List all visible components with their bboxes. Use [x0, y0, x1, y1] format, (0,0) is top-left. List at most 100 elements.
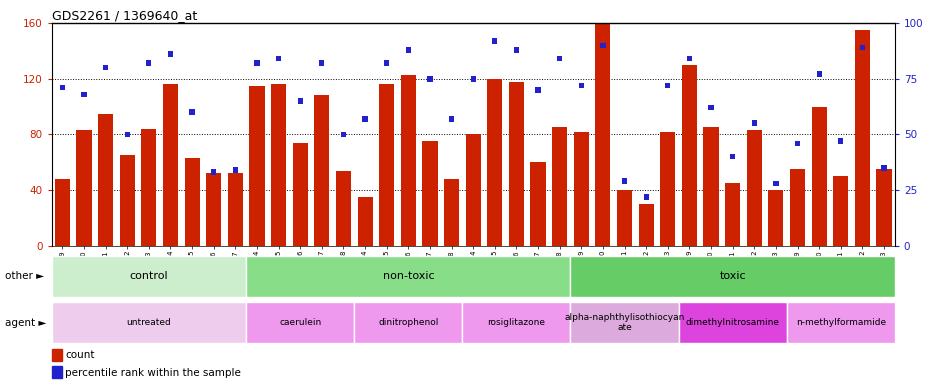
Bar — [81, 91, 86, 97]
Bar — [358, 197, 373, 246]
Text: n-methylformamide: n-methylformamide — [795, 318, 885, 327]
Bar — [98, 114, 113, 246]
Text: toxic: toxic — [719, 271, 745, 281]
Bar — [530, 162, 545, 246]
Bar — [570, 256, 894, 297]
Bar — [448, 116, 454, 122]
Text: untreated: untreated — [126, 318, 171, 327]
Bar — [246, 302, 354, 343]
Bar — [622, 179, 626, 184]
Bar — [51, 366, 62, 379]
Text: other ►: other ► — [5, 271, 44, 281]
Bar — [729, 154, 735, 159]
Bar — [881, 165, 885, 170]
Bar — [875, 169, 891, 246]
Bar — [551, 127, 566, 246]
Bar — [103, 65, 109, 70]
Bar — [811, 107, 826, 246]
Bar — [837, 138, 842, 144]
Bar — [665, 83, 670, 88]
Bar — [401, 74, 416, 246]
Bar — [335, 170, 351, 246]
Bar — [815, 71, 821, 77]
Bar — [444, 179, 459, 246]
Bar — [54, 179, 70, 246]
Bar — [643, 194, 648, 200]
Bar — [120, 155, 135, 246]
Text: caerulein: caerulein — [279, 318, 321, 327]
Bar — [298, 98, 302, 104]
Bar — [184, 158, 199, 246]
Bar — [768, 190, 782, 246]
Bar — [708, 105, 713, 111]
Text: dimethylnitrosamine: dimethylnitrosamine — [685, 318, 779, 327]
Bar — [354, 302, 461, 343]
Bar — [254, 60, 259, 66]
Bar — [163, 84, 178, 246]
Bar — [638, 204, 653, 246]
Text: percentile rank within the sample: percentile rank within the sample — [65, 367, 241, 377]
Bar — [379, 84, 394, 246]
Bar — [189, 109, 195, 115]
Bar — [232, 167, 238, 173]
Bar — [786, 302, 894, 343]
Bar — [422, 141, 437, 246]
Text: non-toxic: non-toxic — [382, 271, 433, 281]
Bar — [246, 256, 570, 297]
Bar — [77, 130, 92, 246]
Bar — [51, 349, 62, 361]
Bar — [534, 87, 540, 93]
Bar — [206, 174, 221, 246]
Bar — [616, 190, 632, 246]
Text: control: control — [129, 271, 168, 281]
Bar — [570, 302, 678, 343]
Bar — [211, 169, 216, 175]
Bar — [832, 176, 847, 246]
Text: agent ►: agent ► — [5, 318, 46, 328]
Bar — [660, 132, 675, 246]
Text: alpha-naphthylisothiocyan
ate: alpha-naphthylisothiocyan ate — [563, 313, 684, 332]
Bar — [859, 45, 864, 50]
Bar — [227, 174, 242, 246]
Bar — [146, 60, 152, 66]
Bar — [513, 47, 519, 53]
Bar — [51, 256, 246, 297]
Bar — [141, 129, 156, 246]
Text: dinitrophenol: dinitrophenol — [378, 318, 438, 327]
Bar — [594, 23, 610, 246]
Bar — [124, 132, 130, 137]
Bar — [249, 86, 264, 246]
Text: count: count — [65, 350, 95, 360]
Bar — [794, 141, 799, 146]
Text: GDS2261 / 1369640_at: GDS2261 / 1369640_at — [51, 9, 197, 22]
Bar — [314, 96, 329, 246]
Bar — [60, 85, 65, 90]
Bar — [384, 60, 389, 66]
Bar — [427, 76, 432, 81]
Bar — [508, 81, 523, 246]
Text: rosiglitazone: rosiglitazone — [487, 318, 545, 327]
Bar — [678, 302, 786, 343]
Bar — [275, 56, 281, 61]
Bar — [487, 79, 502, 246]
Bar — [319, 60, 324, 66]
Bar — [292, 143, 307, 246]
Bar — [362, 116, 367, 122]
Bar — [600, 43, 605, 48]
Bar — [854, 30, 869, 246]
Bar — [789, 169, 804, 246]
Bar — [271, 84, 285, 246]
Bar — [405, 47, 411, 53]
Bar — [703, 127, 718, 246]
Bar — [746, 130, 761, 246]
Bar — [491, 38, 497, 44]
Bar — [461, 302, 570, 343]
Bar — [681, 65, 696, 246]
Bar — [341, 132, 345, 137]
Bar — [578, 83, 583, 88]
Bar — [686, 56, 692, 61]
Bar — [556, 56, 562, 61]
Bar — [772, 180, 778, 186]
Bar — [51, 302, 246, 343]
Bar — [465, 134, 480, 246]
